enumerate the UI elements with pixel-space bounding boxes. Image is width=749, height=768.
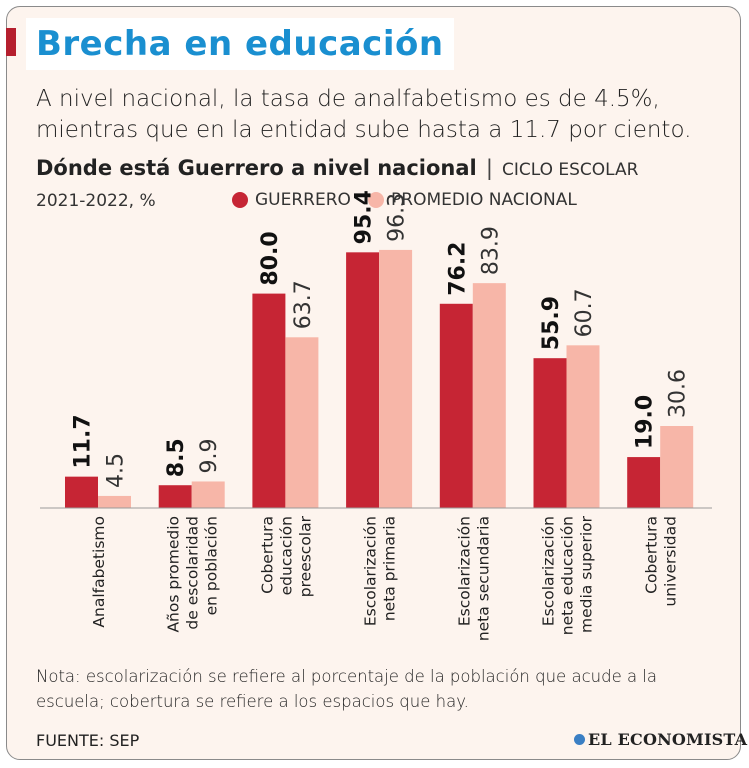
bar-guerrero-2 (252, 293, 286, 508)
category-label-2-2: preescolar (296, 515, 314, 597)
category-label-2-0: Cobertura (258, 516, 276, 594)
category-label-3-1: neta primaria (381, 516, 399, 621)
bar-nacional-2 (285, 337, 319, 508)
category-label-5-1: neta educación (559, 516, 577, 635)
bar-guerrero-0 (65, 476, 98, 508)
legend-item-nacional: PROMEDIO NACIONAL (368, 190, 577, 210)
bar-guerrero-5 (533, 358, 567, 508)
category-label-4-0: Escolarización (455, 516, 473, 626)
legend-label-guerrero: GUERRERO (255, 190, 351, 210)
value-label-guerrero-0: 11.7 (71, 414, 96, 468)
value-label-guerrero-5: 55.9 (539, 296, 564, 350)
legend-label-nacional: PROMEDIO NACIONAL (391, 190, 577, 210)
bar-nacional-4 (472, 283, 506, 508)
category-label-6-1: universidad (662, 516, 680, 607)
subtitle: A nivel nacional, la tasa de analfabetis… (36, 86, 692, 143)
legend-swatch-nacional (368, 192, 384, 208)
value-label-nacional-0: 4.5 (104, 453, 129, 488)
legend-swatch-guerrero (232, 192, 248, 208)
brand-name: EL ECONOMISTA (588, 730, 748, 749)
category-label-6-0: Cobertura (643, 516, 661, 594)
title-accent-bar (6, 28, 16, 56)
source-text: FUENTE: SEP (36, 731, 140, 750)
chart-title-separator: | (485, 156, 493, 180)
brand-mark-icon (574, 734, 585, 745)
bar-nacional-0 (98, 495, 131, 508)
value-label-nacional-6: 30.6 (666, 369, 691, 418)
category-label-5-2: media superior (578, 515, 596, 633)
brand-logo: EL ECONOMISTA (574, 730, 747, 749)
title-band: Brecha en educación (26, 18, 454, 70)
chart-meta-period: 2021-2022, % (36, 191, 156, 211)
bar-nacional-6 (660, 425, 694, 508)
value-label-guerrero-6: 19.0 (633, 395, 658, 449)
value-label-nacional-1: 9.9 (197, 438, 222, 473)
chart-header: Dónde está Guerrero a nivel nacional | C… (36, 156, 726, 180)
chart-meta-cycle: CICLO ESCOLAR (502, 160, 639, 180)
footnote: Nota: escolarización se refiere al porce… (36, 667, 658, 711)
bar-nacional-5 (566, 345, 600, 508)
value-label-nacional-3: 96.3 (385, 193, 410, 242)
value-label-nacional-4: 83.9 (478, 226, 503, 275)
category-label-0-0: Analfabetismo (90, 516, 108, 628)
category-label-1-2: en población (203, 516, 221, 615)
category-label-2-1: educación (277, 516, 295, 595)
category-label-1-1: de escolaridad (184, 516, 202, 630)
category-label-4-1: neta secundaria (474, 516, 492, 641)
category-label-1-0: Años promedio (165, 516, 183, 633)
value-label-guerrero-4: 76.2 (445, 242, 470, 296)
value-label-guerrero-1: 8.5 (164, 438, 189, 477)
value-label-guerrero-2: 80.0 (258, 231, 283, 285)
category-label-5-0: Escolarización (540, 516, 558, 626)
page-title: Brecha en educación (36, 24, 444, 64)
category-label-3-0: Escolarización (362, 516, 380, 626)
bar-nacional-1 (191, 481, 225, 508)
value-label-nacional-5: 60.7 (572, 288, 597, 337)
bar-guerrero-3 (346, 252, 380, 508)
chart-title: Dónde está Guerrero a nivel nacional (36, 156, 477, 180)
value-label-nacional-2: 63.7 (291, 280, 316, 329)
bar-guerrero-4 (439, 303, 473, 508)
value-label-guerrero-3: 95.4 (352, 190, 377, 244)
bar-guerrero-1 (158, 485, 192, 508)
bar-nacional-3 (379, 249, 413, 508)
legend-item-guerrero: GUERRERO (232, 190, 351, 210)
bar-guerrero-6 (627, 457, 661, 508)
